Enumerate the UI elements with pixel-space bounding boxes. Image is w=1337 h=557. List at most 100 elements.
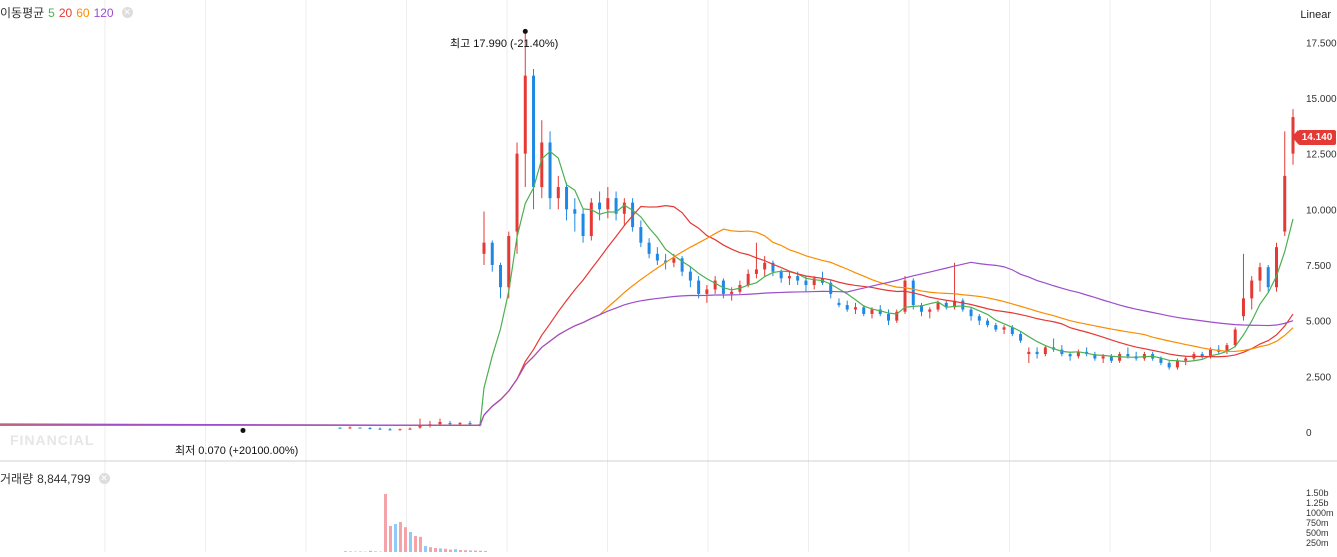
candle-body	[499, 265, 502, 287]
close-icon[interactable]: ✕	[122, 7, 133, 18]
volume-bar	[409, 532, 412, 552]
volume-value: 8,844,799	[37, 472, 90, 486]
candle-body	[349, 428, 352, 429]
candle-body	[648, 243, 651, 254]
candle-body	[439, 422, 442, 424]
candle-body	[755, 269, 758, 273]
candle-body	[399, 429, 402, 430]
candle-body	[961, 301, 964, 310]
volume-bar	[439, 548, 442, 552]
current-price-tag: 14.140	[1298, 130, 1336, 145]
volume-bar	[429, 547, 432, 552]
moving-average-legend: 이동평균 5 20 60 120 ✕	[0, 4, 133, 21]
candle-body	[1027, 352, 1030, 354]
candle-body	[1069, 354, 1072, 356]
price-tick-label: 2.500	[1306, 372, 1331, 383]
candle-body	[763, 263, 766, 270]
candle-body	[1118, 354, 1121, 361]
candle-body	[573, 209, 576, 213]
candle-body	[491, 243, 494, 265]
candle-body	[862, 307, 865, 314]
candle-body	[672, 258, 675, 262]
volume-bar	[419, 537, 422, 552]
candle-body	[389, 429, 392, 430]
price-tick-label: 7.500	[1306, 261, 1331, 272]
candle-body	[1258, 267, 1261, 280]
price-tick-label: 12.500	[1306, 150, 1337, 161]
candle-body	[1110, 356, 1113, 360]
scale-mode-toggle[interactable]: Linear	[1300, 9, 1331, 21]
candle-body	[507, 236, 510, 287]
volume-tick-label: 1.25b	[1306, 498, 1329, 508]
moving-average-line	[0, 262, 1293, 425]
candle-body	[747, 274, 750, 285]
candle-body	[359, 428, 362, 429]
candle-body	[483, 243, 486, 254]
legend-ma-20: 20	[59, 6, 72, 20]
volume-bar	[404, 527, 407, 552]
candle-body	[887, 314, 890, 321]
candle-body	[598, 203, 601, 210]
candle-body	[1003, 327, 1006, 329]
candle-body	[1102, 356, 1105, 358]
candle-body	[557, 187, 560, 198]
volume-label: 거래량	[0, 470, 33, 487]
candle-body	[788, 276, 791, 278]
candle-body	[1250, 281, 1253, 299]
candle-body	[459, 423, 462, 424]
candle-body	[978, 316, 981, 320]
candle-body	[1126, 354, 1129, 356]
candle-body	[449, 423, 452, 424]
candle-body	[1176, 361, 1179, 368]
candle-body	[846, 305, 849, 309]
volume-tick-label: 1.50b	[1306, 488, 1329, 498]
candle-body	[582, 214, 585, 236]
low-annotation: 최저 0.070 (+20100.00%)	[175, 442, 298, 458]
candle-body	[532, 76, 535, 187]
moving-average-line	[0, 206, 1293, 426]
candle-body	[606, 198, 609, 209]
candle-body	[1242, 298, 1245, 316]
legend-title: 이동평균	[0, 4, 44, 21]
moving-average-line	[0, 151, 1293, 425]
candle-body	[1275, 247, 1278, 287]
volume-tick-label: 250m	[1306, 538, 1329, 548]
volume-tick-label: 500m	[1306, 528, 1329, 538]
high-marker	[523, 29, 528, 34]
candle-body	[369, 428, 372, 429]
candle-body	[565, 187, 568, 209]
candle-body	[656, 254, 659, 261]
candle-body	[928, 310, 931, 312]
candle-body	[970, 310, 973, 317]
volume-legend: 거래량 8,844,799 ✕	[0, 470, 110, 487]
volume-bar	[434, 548, 437, 552]
price-tick-label: 0	[1306, 428, 1312, 439]
volume-tick-label: 750m	[1306, 518, 1329, 528]
candle-body	[994, 325, 997, 329]
candle-body	[590, 203, 593, 236]
candle-body	[714, 281, 717, 290]
candle-body	[780, 272, 783, 279]
candle-body	[1234, 330, 1237, 346]
volume-bar	[394, 524, 397, 552]
candle-body	[870, 310, 873, 314]
candle-body	[516, 154, 519, 232]
candle-body	[339, 428, 342, 429]
candle-body	[730, 292, 733, 294]
candle-body	[986, 321, 989, 325]
close-icon[interactable]: ✕	[99, 473, 110, 484]
candle-body	[705, 289, 708, 293]
volume-bar	[384, 494, 387, 552]
candle-body	[379, 429, 382, 430]
candle-body	[1044, 347, 1047, 354]
candle-body	[697, 281, 700, 294]
legend-ma-60: 60	[76, 6, 89, 20]
low-marker	[241, 428, 246, 433]
price-tick-label: 17.500	[1306, 38, 1337, 49]
candle-body	[469, 423, 472, 424]
candle-body	[623, 203, 626, 214]
candle-body	[1283, 176, 1286, 232]
candle-body	[1267, 267, 1270, 287]
